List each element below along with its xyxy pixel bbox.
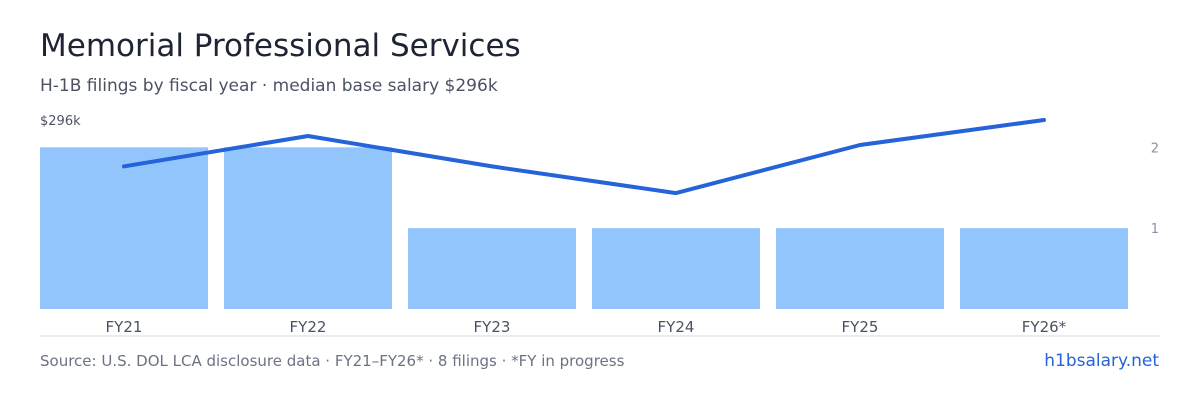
bar-fy23 (408, 228, 576, 309)
x-tick-label: FY25 (842, 318, 879, 336)
left-axis-label: $296k (40, 114, 81, 129)
bar-fy25 (776, 228, 944, 309)
page-subtitle: H-1B filings by fiscal year · median bas… (40, 76, 498, 96)
salary-line (122, 118, 1046, 196)
x-tick-label: FY26* (1022, 318, 1067, 336)
brand-link[interactable]: h1bsalary.net (1044, 351, 1159, 371)
right-tick-label: 1 (1151, 222, 1159, 237)
bar-fy22 (224, 147, 392, 309)
x-tick-label: FY23 (474, 318, 511, 336)
x-tick-label: FY21 (106, 318, 143, 336)
bar-fy21 (40, 147, 208, 309)
x-tick-label: FY24 (658, 318, 695, 336)
x-tick-label: FY22 (290, 318, 327, 336)
page-title: Memorial Professional Services (40, 28, 521, 64)
bar-fy26 (960, 228, 1128, 309)
right-tick-label: 2 (1151, 141, 1159, 156)
bar-fy24 (592, 228, 760, 309)
source-note: Source: U.S. DOL LCA disclosure data · F… (40, 352, 625, 370)
